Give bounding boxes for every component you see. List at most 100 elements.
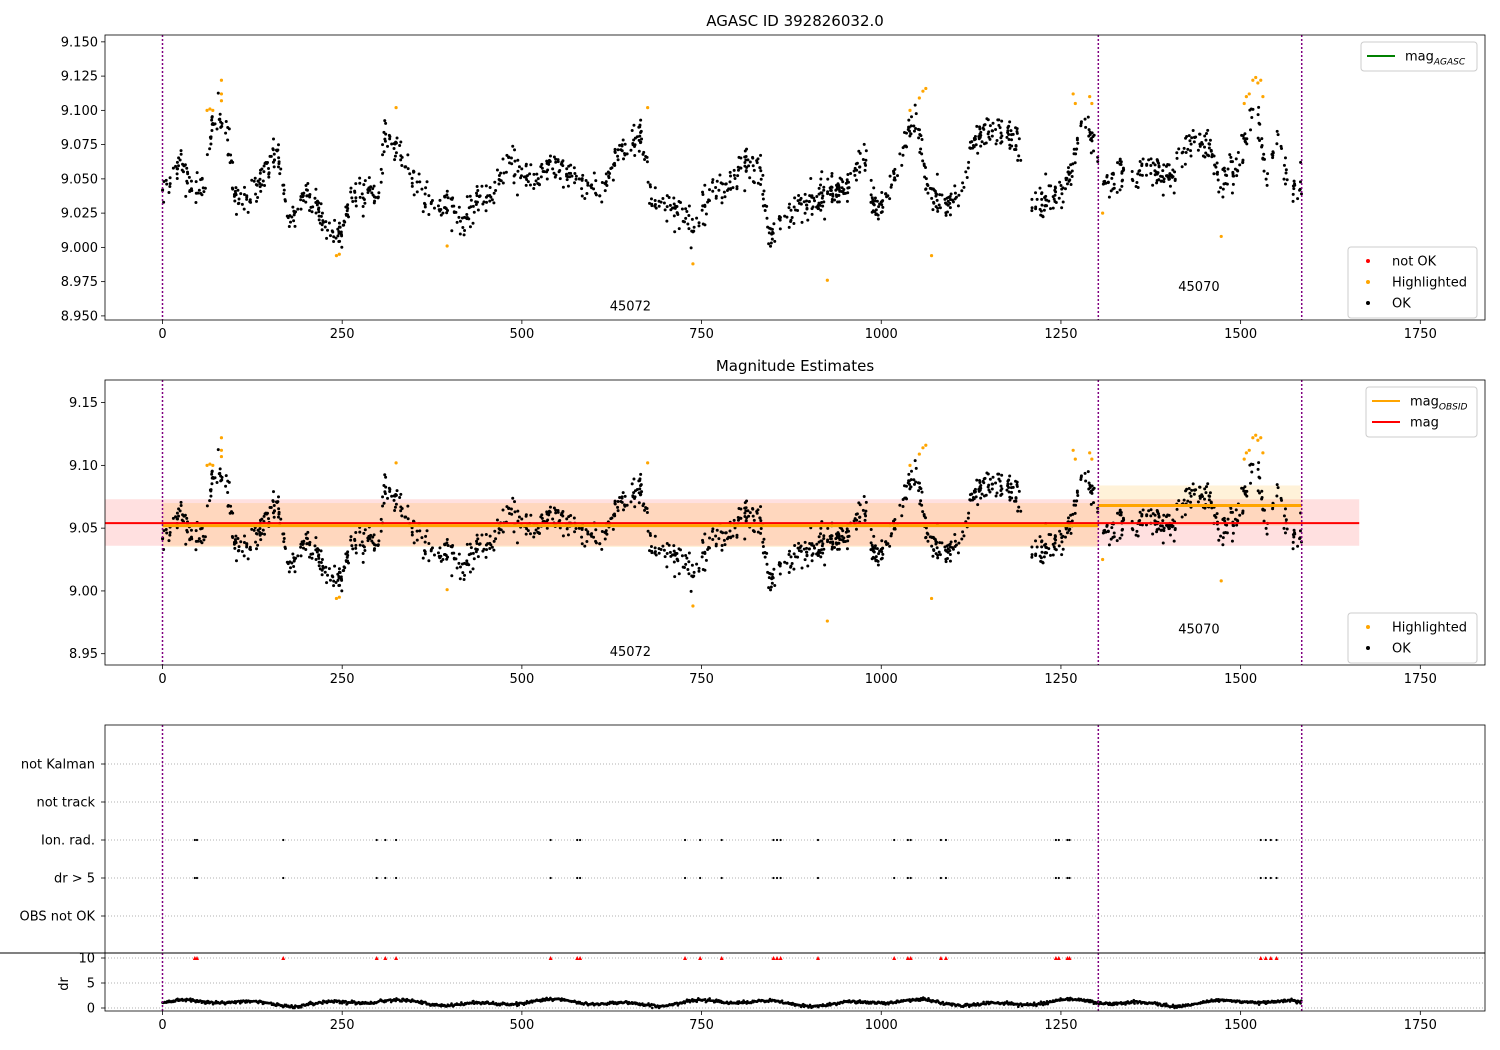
p1-ok-point [830, 171, 834, 175]
p1-ok-point [528, 183, 532, 187]
p1-ok-point [326, 228, 330, 232]
p1-ok-point [475, 194, 479, 198]
p2-ok-point [743, 506, 747, 510]
p2-ok-point [1010, 490, 1014, 494]
p2-ok-point [469, 546, 473, 550]
p2-ok-point [640, 490, 644, 494]
p2-ok-point [189, 528, 193, 532]
p2-ok-point [445, 537, 449, 541]
p2-ok-point [1106, 530, 1110, 534]
p2-ok-point [759, 519, 763, 523]
p1-ok-point [186, 172, 190, 176]
p2-ok-point [383, 473, 387, 477]
p2-ok-point [1000, 473, 1004, 477]
p1-ok-point [804, 203, 808, 207]
p1-ok-point [845, 199, 849, 203]
p1-ok-point [640, 137, 644, 141]
p1-ok-point [492, 201, 496, 205]
p1-ok-point [921, 159, 925, 163]
p2-ok-point [912, 482, 916, 486]
p2-ok-point [361, 551, 365, 555]
p2-ok-point [811, 552, 815, 556]
p2-ok-point [1015, 483, 1019, 487]
p2-ok-point [328, 578, 332, 582]
p1-ok-point [1053, 186, 1057, 190]
p1-ok-point [1149, 157, 1153, 161]
p2-ok-point [569, 514, 573, 518]
p2-ok-point [924, 536, 928, 540]
p3-dr-clipped-marker [383, 956, 388, 960]
p1-ok-point [520, 167, 524, 171]
p2-ok-point [1216, 527, 1220, 531]
p1-ok-point [1231, 170, 1235, 174]
p2-ok-point [855, 518, 859, 522]
p2-ok-point [1275, 483, 1279, 487]
p2-ok-point [603, 537, 607, 541]
p2-ok-point [1039, 556, 1043, 560]
p1-ok-point [743, 164, 747, 168]
p2-ok-point [1088, 483, 1092, 487]
p2-ok-point [516, 509, 520, 513]
p1-ok-point [262, 164, 266, 168]
p1-ok-point [218, 112, 222, 116]
p2-ok-point [493, 529, 497, 533]
p1-ok-point [363, 201, 367, 205]
p2-ok-point [668, 550, 672, 554]
p1-ok-point [246, 210, 250, 214]
p2-ok-point [1138, 510, 1142, 514]
p1-ok-point [358, 181, 362, 185]
p2-ok-point [474, 550, 478, 554]
p2-ok-point [902, 484, 906, 488]
p1-ok-point [290, 215, 294, 219]
p1-ok-point [653, 186, 657, 190]
p2-ok-point [979, 496, 983, 500]
p2-ok-point [354, 531, 358, 535]
p2-ok-point [327, 567, 331, 571]
p1-ok-point [737, 155, 741, 159]
p2-ok-point [586, 530, 590, 534]
p2-ok-point [376, 544, 380, 548]
p1-ok-point [708, 188, 712, 192]
p1-ok-point [805, 199, 809, 203]
p2-ok-point [1110, 526, 1114, 530]
p1-ok-point [586, 181, 590, 185]
p1-ok-point [451, 196, 455, 200]
p1-ok-point [488, 186, 492, 190]
p1-ok-point [1044, 172, 1048, 176]
p2-ok-point [314, 536, 318, 540]
p1-ok-point [1059, 184, 1063, 188]
p1-ok-point [586, 183, 590, 187]
p1-ok-point [1120, 171, 1124, 175]
p2-ok-point [1141, 508, 1145, 512]
p1-ok-point [1153, 163, 1157, 167]
p1-ok-point [881, 205, 885, 209]
p2-ok-point [685, 556, 689, 560]
p2-ok-point [366, 536, 370, 540]
p1-ok-point [684, 216, 688, 220]
p1-ok-point [328, 234, 332, 238]
p1-ok-point [1291, 192, 1295, 196]
p2-ok-point [728, 529, 732, 533]
p1-ok-point [474, 203, 478, 207]
p1-highlighted-point [917, 96, 921, 100]
p2-ok-point [968, 493, 972, 497]
p1-ok-point [179, 152, 183, 156]
p1-ok-point [669, 208, 673, 212]
p2-ok-point [474, 547, 478, 551]
p1-ok-point [1210, 155, 1214, 159]
p2-ok-point [363, 549, 367, 553]
p2-legend-label: OK [1392, 642, 1411, 657]
p1-ok-point [1296, 197, 1300, 201]
p1-ok-point [735, 187, 739, 191]
p1-ok-point [553, 175, 557, 179]
p1-ok-point [581, 173, 585, 177]
p1-ok-point [829, 185, 833, 189]
p3-dr-clipped-marker [1056, 956, 1061, 960]
p1-ok-point [457, 215, 461, 219]
p1-ok-point [838, 176, 842, 180]
p2-ok-point [937, 550, 941, 554]
p1-ok-point [770, 227, 774, 231]
p1-ok-point [644, 154, 648, 158]
p2-ok-point [205, 504, 209, 508]
p3-flag-marker [939, 876, 943, 880]
